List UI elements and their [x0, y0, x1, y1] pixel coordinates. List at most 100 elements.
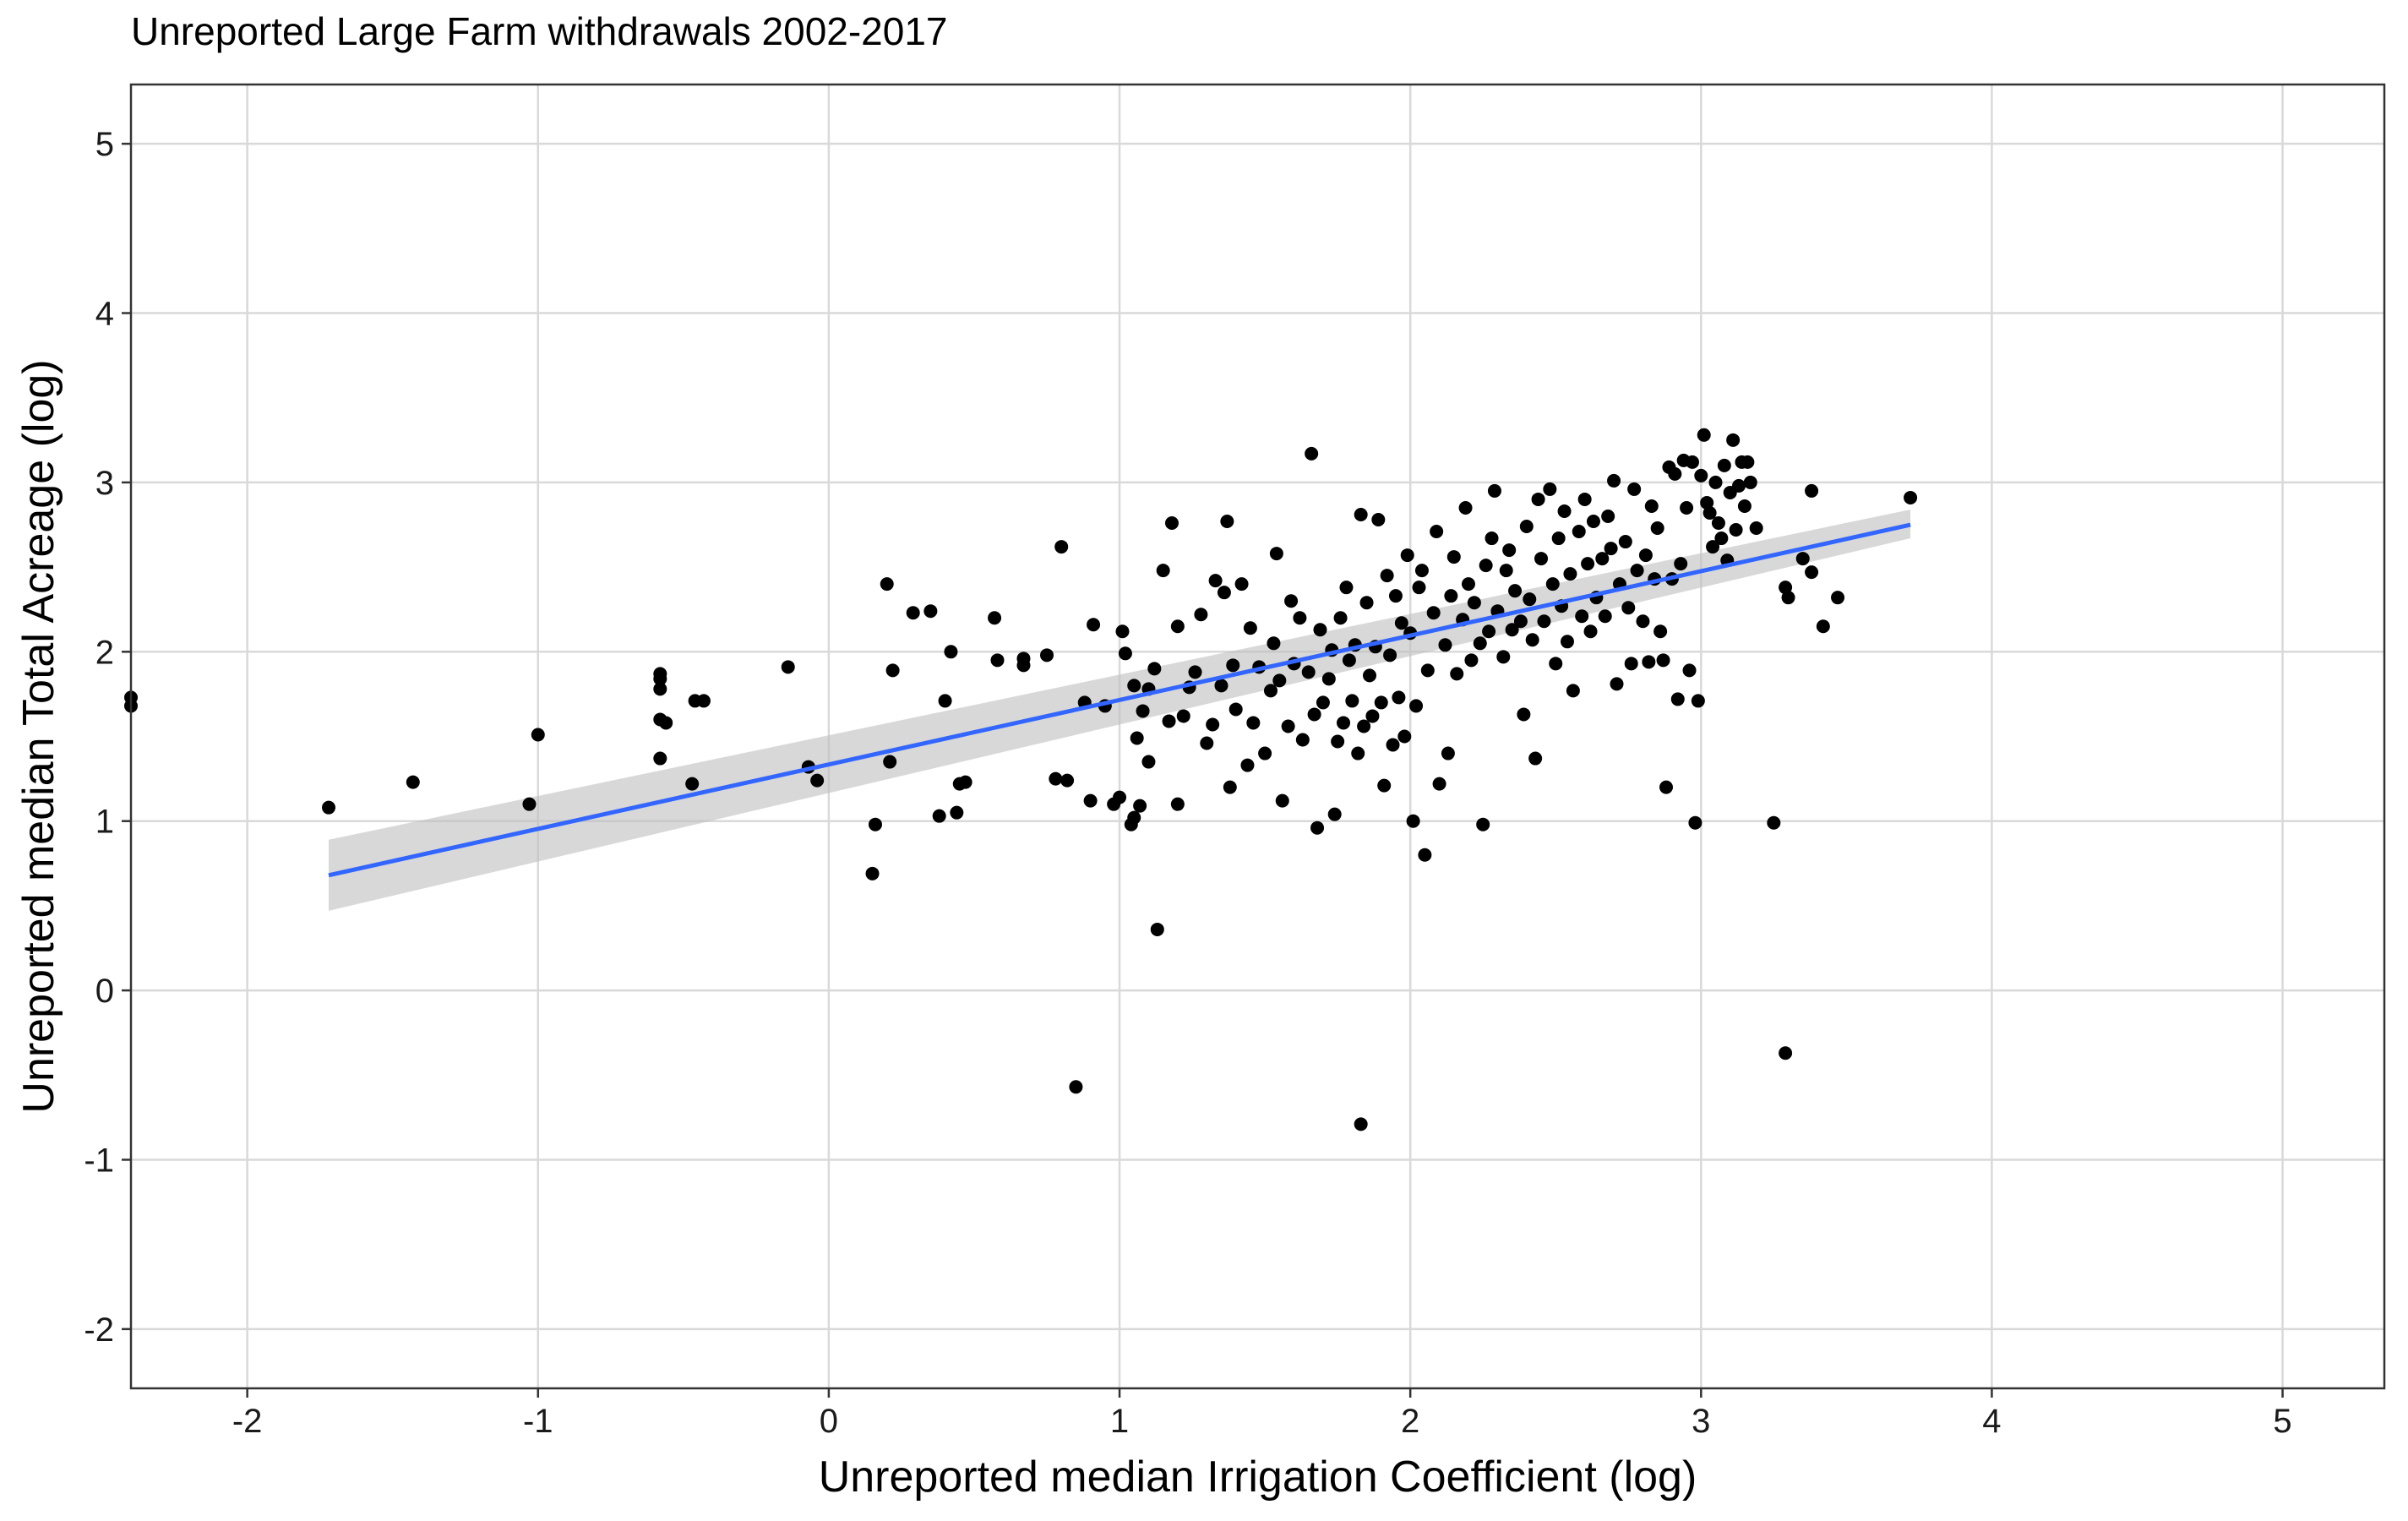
data-point-213 — [1685, 455, 1699, 469]
x-axis-title: Unreported median Irrigation Coefficient… — [819, 1453, 1697, 1502]
data-point-7 — [653, 672, 667, 686]
data-point-47 — [1118, 646, 1132, 661]
data-point-163 — [1525, 633, 1539, 647]
data-point-211 — [1680, 500, 1694, 515]
data-point-32 — [990, 653, 1005, 668]
data-point-73 — [1223, 780, 1237, 794]
data-point-169 — [1545, 577, 1560, 592]
x-tick-label-6: 4 — [1982, 1403, 2001, 1440]
data-point-10 — [659, 716, 673, 730]
data-point-74 — [1226, 658, 1240, 673]
data-point-119 — [1380, 569, 1394, 583]
data-point-117 — [1374, 695, 1388, 710]
confidence-ribbon — [329, 509, 1911, 911]
data-point-131 — [1414, 564, 1429, 578]
data-point-36 — [1049, 771, 1063, 786]
data-point-140 — [1446, 550, 1461, 564]
data-point-214 — [1688, 815, 1702, 830]
data-point-86 — [1275, 793, 1289, 808]
data-point-178 — [1575, 609, 1589, 624]
data-point-192 — [1621, 601, 1636, 615]
data-point-167 — [1537, 614, 1551, 629]
data-point-57 — [1150, 922, 1164, 936]
data-point-110 — [1354, 507, 1368, 521]
data-point-240 — [1805, 565, 1819, 580]
data-point-191 — [1618, 535, 1632, 549]
data-point-234 — [1749, 521, 1763, 536]
data-point-50 — [1127, 810, 1141, 825]
data-point-151 — [1485, 532, 1499, 546]
data-point-39 — [1069, 1080, 1083, 1094]
x-tick-label-5: 3 — [1692, 1403, 1710, 1440]
data-point-237 — [1779, 581, 1793, 595]
data-point-224 — [1717, 458, 1731, 472]
x-tick-label-3: 1 — [1110, 1403, 1129, 1440]
grid-lines — [131, 84, 2384, 1388]
data-point-21 — [883, 755, 897, 769]
data-point-35 — [1040, 648, 1054, 662]
data-point-69 — [1208, 574, 1223, 588]
data-point-13 — [696, 694, 711, 708]
data-point-71 — [1217, 586, 1231, 600]
data-point-116 — [1371, 513, 1386, 527]
data-point-126 — [1400, 548, 1414, 563]
data-point-232 — [1741, 455, 1755, 469]
data-point-75 — [1229, 702, 1243, 717]
data-point-102 — [1333, 611, 1348, 625]
data-point-103 — [1337, 716, 1351, 730]
data-point-162 — [1523, 592, 1537, 607]
data-point-227 — [1726, 433, 1741, 447]
data-point-229 — [1732, 478, 1746, 493]
y-tick-label-4: 2 — [95, 634, 114, 671]
data-point-79 — [1246, 716, 1261, 730]
data-point-238 — [1781, 591, 1795, 605]
data-point-242 — [1816, 619, 1830, 634]
data-point-223 — [1714, 532, 1729, 546]
data-point-216 — [1694, 468, 1708, 482]
data-point-24 — [923, 604, 938, 619]
data-point-18 — [865, 866, 880, 880]
data-point-53 — [1136, 704, 1150, 718]
data-point-111 — [1357, 719, 1371, 733]
data-point-186 — [1601, 509, 1615, 523]
y-tick-label-5: 3 — [95, 465, 114, 502]
data-point-160 — [1517, 707, 1531, 722]
data-point-150 — [1482, 624, 1496, 639]
data-point-123 — [1392, 690, 1406, 705]
data-point-235 — [1767, 815, 1781, 830]
data-point-208 — [1670, 692, 1685, 706]
data-point-164 — [1528, 751, 1543, 766]
data-point-30 — [958, 775, 972, 789]
data-point-83 — [1267, 636, 1281, 651]
data-point-196 — [1636, 614, 1650, 629]
data-point-181 — [1583, 624, 1598, 639]
x-axis-ticks: -2 -1 0 1 2 3 4 5 — [232, 1388, 2292, 1440]
data-point-222 — [1711, 516, 1725, 531]
data-point-204 — [1659, 780, 1674, 794]
data-point-92 — [1301, 665, 1316, 679]
data-point-137 — [1438, 638, 1452, 652]
data-point-180 — [1581, 557, 1595, 571]
data-point-175 — [1563, 567, 1577, 581]
data-point-217 — [1697, 428, 1711, 442]
data-point-159 — [1513, 614, 1528, 629]
data-point-132 — [1418, 848, 1432, 862]
data-point-19 — [868, 817, 882, 831]
data-point-220 — [1706, 540, 1720, 554]
data-point-128 — [1406, 814, 1420, 828]
data-point-139 — [1444, 589, 1458, 603]
x-tick-label-2: 0 — [820, 1403, 838, 1440]
confidence-band — [329, 509, 1911, 911]
data-point-133 — [1420, 663, 1435, 678]
data-point-98 — [1321, 672, 1336, 686]
y-tick-label-1: -1 — [84, 1142, 114, 1179]
x-tick-label-1: -1 — [523, 1403, 553, 1440]
data-point-2 — [322, 800, 336, 815]
data-points — [124, 428, 1918, 1131]
data-point-85 — [1272, 673, 1287, 688]
data-point-8 — [653, 682, 667, 696]
data-point-77 — [1240, 758, 1255, 772]
data-point-197 — [1638, 548, 1653, 563]
data-point-121 — [1386, 738, 1400, 752]
